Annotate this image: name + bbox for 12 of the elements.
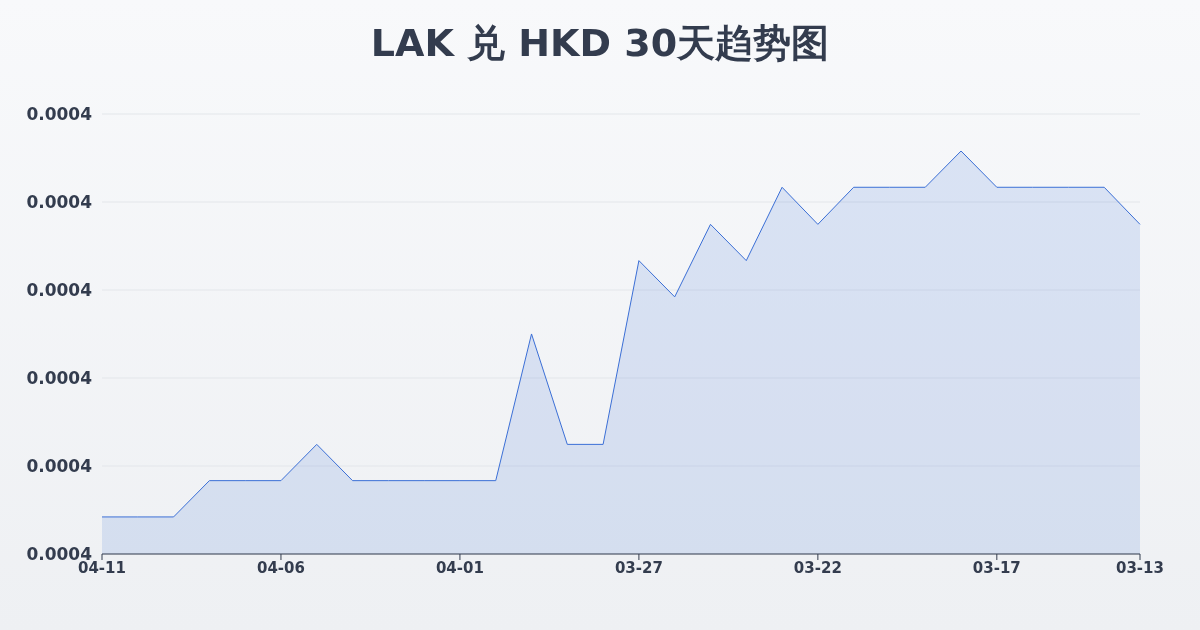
x-tick-label: 03-17 (972, 558, 1021, 577)
text: 0.0004 (26, 191, 93, 212)
text: 0.0004 (26, 103, 93, 124)
x-tick-label: 04-01 (435, 558, 484, 577)
x-tick-label: 03-13 (1116, 558, 1164, 577)
x-tick-label: 03-27 (614, 558, 663, 577)
text: 0.0004 (26, 279, 93, 300)
text: 0.0004 (26, 367, 93, 388)
x-tick-label: 03-22 (793, 558, 842, 577)
text: 0.0004 (26, 455, 93, 476)
chart-title: LAK 兑 HKD 30天趋势图 (369, 20, 831, 67)
x-tick-label: 04-06 (256, 558, 305, 577)
